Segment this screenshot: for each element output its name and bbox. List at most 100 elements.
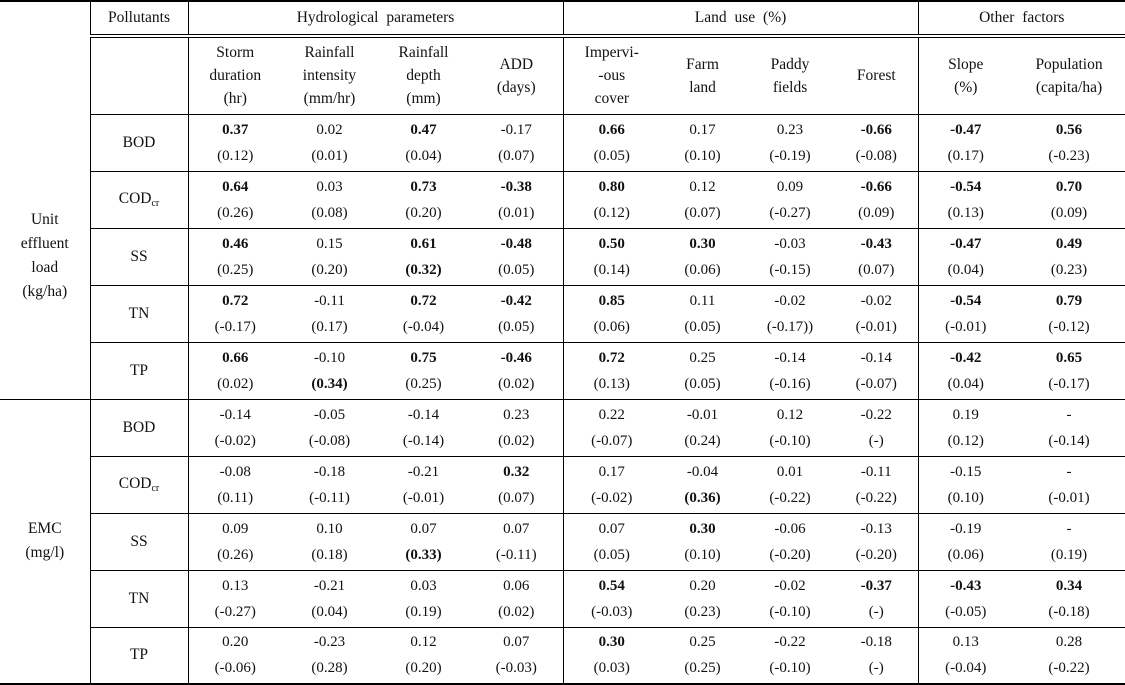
col-header-paddy-fields: Paddy fields <box>745 36 836 115</box>
corr-value: 0.17 <box>598 463 625 480</box>
col-header-population: Population (capita/ha) <box>1013 36 1125 115</box>
corr-value: 0.09 <box>776 178 804 195</box>
corr-cell: 0.46 (0.25) <box>187 228 282 286</box>
corr-cell: -0.43 (-0.05) <box>917 570 1014 628</box>
corr-cell: -0.02 (-0.01) <box>835 285 919 343</box>
corr-cell: 0.07 (0.33) <box>377 513 470 571</box>
corr-value: 0.30 <box>689 235 716 252</box>
pollutant-subscript: cr <box>151 483 160 494</box>
corr-value: -0.22 <box>860 406 892 423</box>
corr-value-paren: (0.10) <box>684 546 721 563</box>
corr-value-paren: (-0.07) <box>855 375 897 392</box>
corr-value: -0.43 <box>950 577 982 594</box>
pollutant-name: SS <box>130 532 148 550</box>
corr-value: -0.15 <box>950 463 982 480</box>
corr-cell: -0.03 (-0.15) <box>745 228 836 286</box>
hydrological-parameters-header: Hydrological parameters <box>187 1 564 38</box>
corr-cell: 0.66 (0.02) <box>187 342 282 400</box>
corr-cell: -0.17 (0.07) <box>470 114 564 172</box>
corr-cell: -0.14 (-0.14) <box>377 399 470 457</box>
corr-value-paren: (0.25) <box>684 660 721 676</box>
corr-value: 0.23 <box>776 121 804 138</box>
corr-value: 0.34 <box>1055 577 1083 594</box>
corr-value-paren: (0.05) <box>684 375 721 392</box>
corr-value-paren: (0.13) <box>947 204 984 221</box>
corr-cell: -0.11 (0.17) <box>282 285 377 343</box>
corr-cell: 0.12 (-0.10) <box>745 399 836 457</box>
corr-value: -0.04 <box>686 463 719 480</box>
corr-cell: 0.61 (0.32) <box>377 228 470 286</box>
corr-cell: 0.03 (0.19) <box>377 570 470 628</box>
corr-cell: 0.09 (-0.27) <box>745 171 836 229</box>
corr-cell: 0.50 (0.14) <box>562 228 661 286</box>
corr-cell: 0.03 (0.08) <box>282 171 377 229</box>
corr-value-paren: (0.05) <box>684 318 721 335</box>
corr-cell: 0.11 (0.05) <box>660 285 746 343</box>
corr-value: 0.56 <box>1055 121 1083 138</box>
corr-value: -0.42 <box>500 292 532 309</box>
corr-cell: -0.66 (-0.08) <box>835 114 919 172</box>
corr-value: -0.11 <box>860 463 892 480</box>
pollutant-label: CODcr <box>89 171 188 229</box>
corr-value-paren: (0.20) <box>405 660 442 676</box>
col-header-slope: Slope (%) <box>917 36 1014 115</box>
corr-cell: 0.80 (0.12) <box>562 171 661 229</box>
corr-value: 0.49 <box>1055 235 1083 252</box>
corr-value-paren: (0.01) <box>498 204 535 221</box>
corr-cell: -0.37 (-) <box>835 570 919 628</box>
corr-value: 0.13 <box>222 577 249 594</box>
corr-value-paren: (-0.27) <box>769 204 811 221</box>
header-group-row: Pollutants Hydrological parameters Land … <box>0 1 1125 38</box>
corr-value-paren: (0.04) <box>405 147 442 164</box>
table-row: TP 0.20 (-0.06) -0.23 (0.28) 0.12 (0.20) 0.07 (-… <box>0 627 1125 684</box>
corr-cell: 0.12 (0.07) <box>660 171 746 229</box>
corr-value: -0.06 <box>774 520 806 537</box>
corr-cell: 0.70 (0.09) <box>1013 171 1125 229</box>
corr-cell: -0.06 (-0.20) <box>745 513 836 571</box>
corr-value: -0.46 <box>500 349 532 366</box>
corr-value: -0.02 <box>860 292 892 309</box>
corr-cell: 0.07 (0.05) <box>562 513 661 571</box>
corr-value-paren: (0.23) <box>1050 261 1088 278</box>
corr-value-paren: (-0.04) <box>402 318 445 335</box>
pollutant-label: BOD <box>89 399 188 457</box>
col-header-impervious-cover: Impervi- -ous cover <box>562 36 661 115</box>
corr-value: -0.02 <box>774 292 806 309</box>
corr-value: 0.50 <box>598 235 625 252</box>
row-group-label: Unit effluent load (kg/ha) <box>0 114 90 400</box>
corr-value: 0.01 <box>776 463 804 480</box>
corr-value: -0.47 <box>950 121 982 138</box>
corr-value-paren: (-0.03) <box>495 660 537 676</box>
corr-value: 0.72 <box>598 349 625 366</box>
corr-value-paren: (-0.01) <box>855 318 897 335</box>
corr-value-paren: (0.34) <box>311 375 348 392</box>
corr-cell: 0.72 (-0.04) <box>377 285 470 343</box>
corr-value: 0.12 <box>689 178 716 195</box>
corr-value-paren: (0.13) <box>593 375 630 392</box>
corr-value: -0.14 <box>407 406 440 423</box>
corr-value-paren: (0.24) <box>684 432 721 449</box>
corr-cell: 0.34 (-0.18) <box>1013 570 1125 628</box>
corr-value-paren: (-0.06) <box>214 660 256 676</box>
corr-cell: -0.54 (-0.01) <box>917 285 1014 343</box>
corr-value-paren: (0.06) <box>947 546 984 563</box>
corr-value-paren: (0.33) <box>405 546 442 563</box>
pollutant-subscript: cr <box>151 198 160 209</box>
pollutant-name: TN <box>128 304 150 322</box>
corr-value: 0.32 <box>503 463 530 480</box>
corr-value: 0.03 <box>316 178 343 195</box>
table-row: TN 0.72 (-0.17) -0.11 (0.17) 0.72 (-0.04) -0.42… <box>0 285 1125 343</box>
corr-value: 0.09 <box>222 520 249 537</box>
corr-cell: 0.64 (0.26) <box>187 171 282 229</box>
corr-value: -0.18 <box>860 634 892 650</box>
corr-value-paren: (0.04) <box>311 603 348 620</box>
col-header-forest: Forest <box>835 36 919 115</box>
corr-value-paren: (0.19) <box>1050 546 1088 563</box>
corr-value: 0.73 <box>410 178 437 195</box>
corr-value-paren: (0.02) <box>498 432 535 449</box>
corr-cell: -0.18 (-) <box>835 627 918 684</box>
corr-cell: -0.04 (0.36) <box>660 456 746 514</box>
corr-value: 0.23 <box>503 406 530 423</box>
corr-value-paren: (-0.19) <box>769 147 811 164</box>
